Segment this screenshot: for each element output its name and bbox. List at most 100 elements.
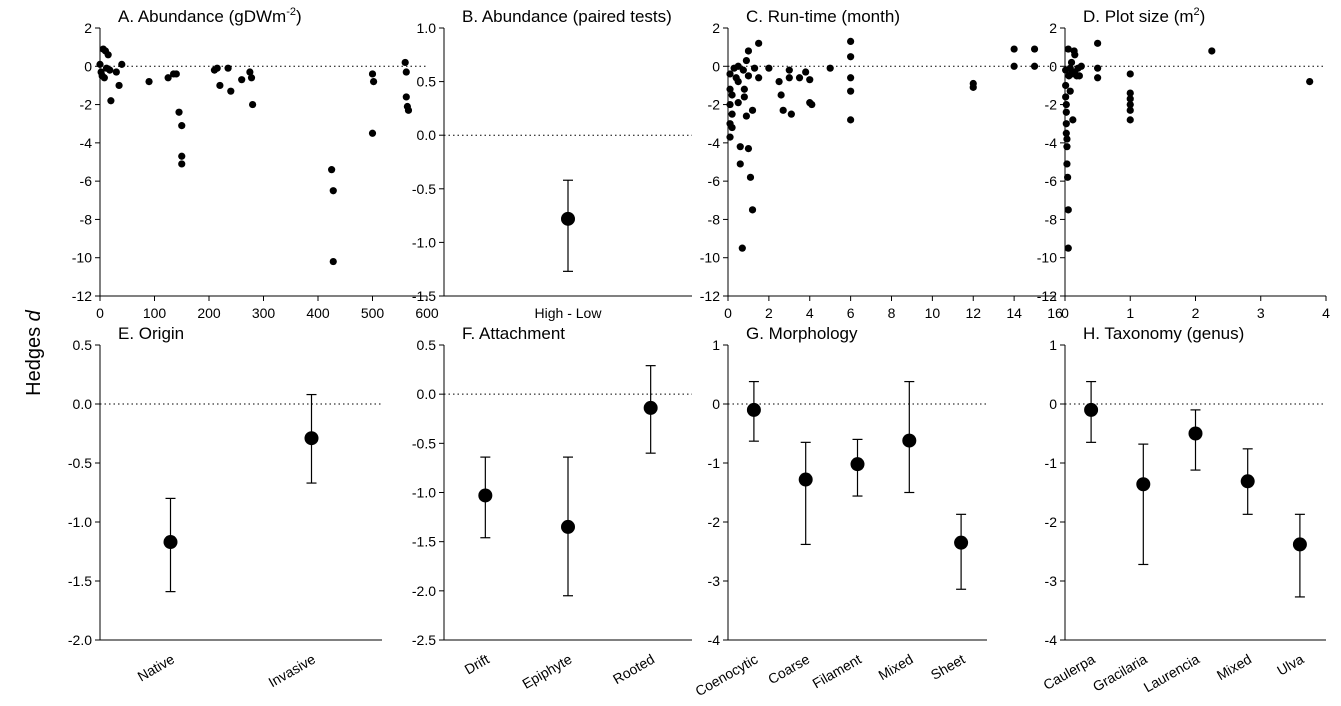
x-tick-label: 3 — [1257, 305, 1265, 321]
y-tick-label: -2.5 — [412, 632, 436, 648]
y-tick-label: -1.5 — [412, 288, 436, 304]
panel-title-text: H. Taxonomy (genus) — [1083, 324, 1244, 343]
data-point — [736, 143, 744, 151]
data-point — [847, 37, 855, 46]
data-point — [106, 66, 114, 74]
data-point — [726, 85, 734, 93]
y-tick-label: -3 — [708, 573, 721, 589]
data-point — [1063, 135, 1071, 143]
data-point — [1064, 206, 1072, 214]
mean-point — [954, 535, 969, 550]
x-category-label: Coenocytic — [692, 651, 760, 699]
data-point — [1126, 70, 1134, 78]
y-tick-label: -1.5 — [68, 573, 92, 589]
panel-title-text: C. Run-time (month) — [746, 7, 900, 26]
panel-c: 20-2-4-6-8-10-120 2 4 6 8 10 12 14 16C. Run-time… — [700, 7, 1063, 321]
x-category-label: Native — [135, 651, 178, 685]
panel-b: 1.0 0.5 0.0 -0.5 -1.0 -1.5 High - Low B. Abunda… — [412, 7, 692, 321]
y-tick-label: 0 — [712, 58, 720, 74]
y-tick-label: -2 — [708, 514, 721, 530]
y-tick-label: -2 — [708, 97, 721, 113]
y-tick-label: 0.5 — [417, 74, 437, 90]
data-point — [808, 100, 816, 109]
data-point — [1208, 47, 1216, 55]
panel-title: G. Morphology — [746, 324, 858, 343]
data-point — [744, 47, 753, 55]
data-point — [1030, 45, 1039, 53]
data-point — [1063, 143, 1071, 151]
x-category-label: Filament — [810, 651, 865, 692]
data-point — [775, 78, 783, 86]
data-point — [746, 173, 755, 181]
data-point — [112, 68, 120, 76]
data-point — [1067, 58, 1076, 67]
data-point — [329, 257, 337, 266]
y-tick-label: -0.5 — [412, 181, 436, 197]
y-tick-label: -6 — [80, 173, 93, 189]
data-point — [1069, 116, 1077, 124]
panel-title-text: E. Origin — [118, 324, 184, 343]
data-point — [246, 68, 254, 76]
mean-point — [798, 472, 813, 487]
x-category-label: Mixed — [1214, 651, 1254, 684]
data-point — [744, 145, 753, 153]
mean-point — [1188, 426, 1203, 441]
y-tick-label: -2 — [1045, 97, 1058, 113]
data-point — [404, 106, 413, 114]
data-point — [742, 112, 750, 120]
data-point — [847, 53, 855, 61]
x-tick-label: 300 — [252, 305, 276, 321]
y-tick-label: 0.0 — [417, 127, 437, 143]
x-category-label: Gracilaria — [1090, 651, 1150, 695]
y-tick-label: -10 — [700, 250, 720, 266]
data-point — [969, 83, 977, 91]
panel-title-text: F. Attachment — [462, 324, 565, 343]
y-tick-label: -2.0 — [412, 583, 436, 599]
x-category-label: Epiphyte — [519, 651, 574, 692]
data-point — [1010, 62, 1018, 70]
x-category-label: Drift — [462, 651, 492, 678]
x-tick-label: 2 — [1192, 305, 1200, 321]
x-category-label: Laurencia — [1141, 651, 1202, 696]
data-point — [178, 152, 186, 160]
x-tick-label: 4 — [1322, 305, 1330, 321]
x-category-label: Rooted — [610, 651, 657, 687]
y-tick-label: -6 — [708, 173, 721, 189]
x-tick-label: 8 — [888, 305, 896, 321]
panel-title-end: ) — [1200, 7, 1206, 26]
data-point — [104, 51, 112, 59]
data-point — [734, 78, 742, 86]
y-tick-label: 0.0 — [73, 396, 93, 412]
data-point — [779, 106, 787, 114]
x-tick-label: 4 — [806, 305, 814, 321]
y-tick-label: -2 — [1045, 514, 1058, 530]
y-tick-label: 0 — [1049, 396, 1057, 412]
y-tick-label: -4 — [708, 632, 721, 648]
mean-point — [478, 488, 493, 503]
data-point — [1066, 87, 1074, 95]
data-point — [1126, 106, 1134, 114]
panel-title: D. Plot size (m2) — [1083, 6, 1205, 26]
mean-point — [1240, 474, 1255, 489]
x-tick-label: 0 — [96, 305, 104, 321]
data-point — [748, 106, 757, 114]
mean-point — [902, 433, 917, 448]
data-point — [369, 78, 378, 86]
data-point — [1126, 116, 1134, 124]
y-tick-label: 2 — [712, 20, 720, 36]
data-point — [1030, 62, 1039, 70]
data-point — [329, 187, 337, 195]
data-point — [1062, 108, 1070, 116]
panel-title-superscript: 2 — [1194, 6, 1200, 18]
x-tick-label: 1 — [1126, 305, 1134, 321]
data-point — [1071, 51, 1079, 59]
data-point — [748, 206, 757, 214]
y-tick-label: 1 — [712, 337, 720, 353]
data-point — [738, 244, 746, 252]
data-point — [802, 68, 810, 76]
panel-d: 20-2-4-6-8-10-120 1 2 3 4D. Plot size (m2) — [1037, 6, 1330, 321]
data-point — [826, 64, 834, 72]
data-point — [238, 76, 246, 84]
y-tick-label: -10 — [72, 250, 92, 266]
